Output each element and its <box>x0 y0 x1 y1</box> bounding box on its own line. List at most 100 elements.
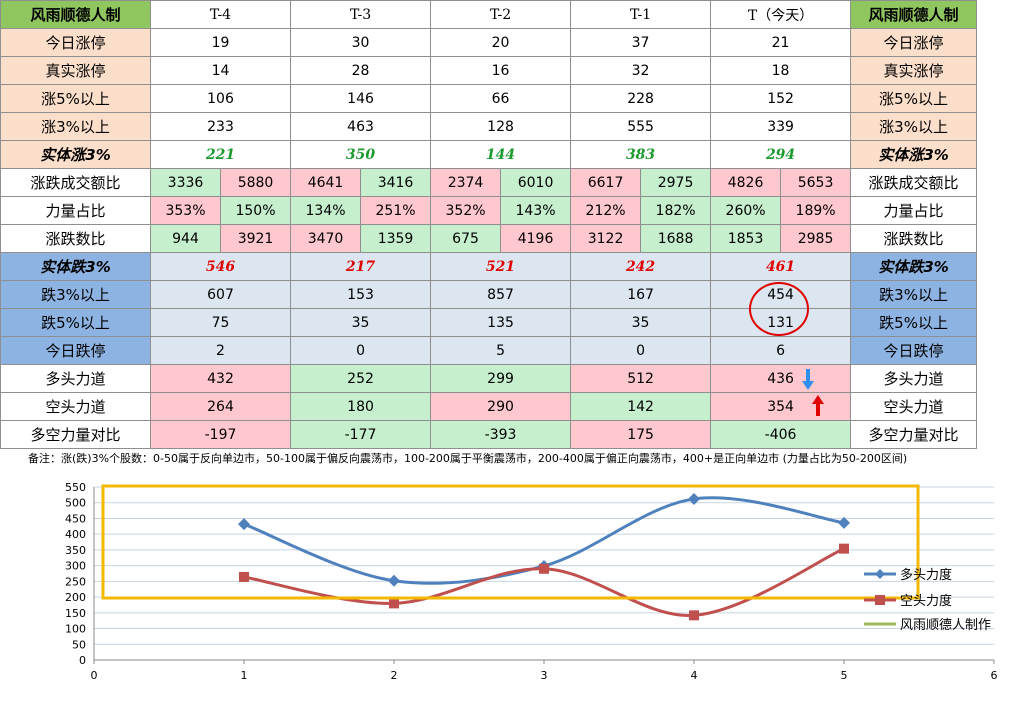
legend-diamond-marker <box>875 569 885 579</box>
value-cell: 5653 <box>780 168 852 197</box>
x-tick-label: 2 <box>391 669 398 682</box>
series-line-2 <box>243 547 845 617</box>
value-cell: 4196 <box>500 224 572 253</box>
row-label: 实体跌3% <box>0 252 151 281</box>
row-label: 涨3%以上 <box>850 112 978 141</box>
row-body-up3: 实体涨3% 221 350 144 383 294 实体涨3% <box>0 140 978 169</box>
row-label: 多空力量对比 <box>850 420 978 449</box>
square-marker <box>239 571 249 582</box>
y-tick-label: 550 <box>65 481 86 494</box>
value-cell: 152 <box>710 84 852 113</box>
row-label: 涨5%以上 <box>850 84 978 113</box>
row-label: 跌3%以上 <box>850 280 978 309</box>
line-chart: 0 50 100 150 200 250 300 350 400 450 500 550 0 1 2 3 4 5 6… <box>0 474 1009 699</box>
value-cell: 66 <box>430 84 572 113</box>
value-cell: 2985 <box>780 224 852 253</box>
x-tick-label: 0 <box>91 669 98 682</box>
chart-svg: 0 50 100 150 200 250 300 350 400 450 500 550 0 1 2 3 4 5 6… <box>65 481 998 682</box>
value-cell: 5 <box>430 336 572 365</box>
value-cell: 182% <box>640 196 712 225</box>
value-cell: 3122 <box>570 224 642 253</box>
row-up5: 涨5%以上 106 146 66 228 152 涨5%以上 <box>0 84 978 113</box>
value-cell: 2975 <box>640 168 712 197</box>
legend-label: 多头力度 <box>900 567 952 583</box>
y-tick-label: 450 <box>65 512 86 525</box>
value-cell: 1688 <box>640 224 712 253</box>
value-cell: 1853 <box>710 224 782 253</box>
highlight-circle <box>749 282 809 336</box>
value-cell: 106 <box>149 84 292 113</box>
value-cell: 3336 <box>150 168 221 197</box>
row-limit-down: 今日跌停 2 0 5 0 6 今日跌停 <box>0 336 978 365</box>
row-label: 实体涨3% <box>0 140 151 169</box>
column-header: T（今天） <box>710 0 852 29</box>
market-stats-table: 风雨顺德人制 T-4 T-3 T-2 T-1 T（今天） 风雨顺德人制 今日涨停 19 30 20 3… <box>0 0 978 449</box>
value-cell: 35 <box>570 308 712 337</box>
value-cell: 75 <box>149 308 292 337</box>
y-tick-label: 150 <box>65 607 86 620</box>
value-cell: 18 <box>710 56 852 85</box>
value-cell: 135 <box>430 308 572 337</box>
y-tick-label: 300 <box>65 560 86 573</box>
row-bull: 多头力道 432 252 299 512 436 多头力道 <box>0 364 978 393</box>
value-cell: 143% <box>500 196 572 225</box>
row-label: 涨跌成交额比 <box>0 168 151 197</box>
arrow-down-icon <box>802 369 814 390</box>
value-cell: 5880 <box>219 168 292 197</box>
value-cell: 16 <box>430 56 572 85</box>
y-tick-label: 250 <box>65 575 86 588</box>
legend-label: 风雨顺德人制作 <box>900 618 991 633</box>
value-cell: 607 <box>149 280 292 309</box>
row-label: 空头力道 <box>850 392 978 421</box>
row-turnover: 涨跌成交额比 3336 5880 4641 3416 2374 6010 6617 2975 48… <box>0 168 978 197</box>
row-label: 多头力道 <box>850 364 978 393</box>
footnote: 备注：涨(跌)3%个股数：0-50属于反向单边市，50-100属于偏反向震荡市，… <box>28 452 908 465</box>
value-cell: -197 <box>149 420 292 449</box>
row-label: 力量占比 <box>850 196 978 225</box>
diamond-marker <box>388 574 400 587</box>
value-cell: 6010 <box>500 168 572 197</box>
column-header: T-1 <box>570 0 712 29</box>
y-tick-label: 500 <box>65 497 86 510</box>
row-label: 跌5%以上 <box>850 308 978 337</box>
row-bear: 空头力道 264 180 290 142 354 空头力道 <box>0 392 978 421</box>
value-cell: 21 <box>710 28 852 57</box>
value-cell: 150% <box>219 196 292 225</box>
value-cell: 512 <box>570 364 712 393</box>
square-marker <box>539 563 549 574</box>
diamond-marker <box>688 492 700 505</box>
row-count: 涨跌数比 944 3921 3470 1359 675 4196 3122 1688 1853 29… <box>0 224 978 253</box>
value-cell: -177 <box>290 420 432 449</box>
row-label: 多头力道 <box>0 364 151 393</box>
value-cell: 6617 <box>570 168 642 197</box>
value-cell: 30 <box>290 28 432 57</box>
value-cell: 252 <box>290 364 432 393</box>
row-label: 实体跌3% <box>850 252 978 281</box>
value-cell: 432 <box>149 364 292 393</box>
value-cell: 28 <box>290 56 432 85</box>
value-cell: 461 <box>710 252 852 281</box>
value-cell: 167 <box>570 280 712 309</box>
row-label: 今日跌停 <box>850 336 978 365</box>
value-cell: 14 <box>149 56 292 85</box>
x-tick-label: 4 <box>691 669 698 682</box>
square-marker <box>839 543 849 554</box>
value-cell: 675 <box>430 224 502 253</box>
value-cell: 4641 <box>290 168 362 197</box>
diamond-marker <box>838 516 850 529</box>
value-cell: 144 <box>430 140 572 169</box>
value-cell: 212% <box>570 196 642 225</box>
highlight-box <box>101 484 920 600</box>
value-cell: 546 <box>149 252 292 281</box>
value-cell: 228 <box>570 84 712 113</box>
row-label: 跌3%以上 <box>0 280 151 309</box>
value-cell: 4826 <box>710 168 782 197</box>
value-cell: 352% <box>430 196 502 225</box>
value-cell: 142 <box>570 392 712 421</box>
value-cell: 20 <box>430 28 572 57</box>
x-tick-label: 6 <box>991 669 998 682</box>
value-cell: 3921 <box>219 224 292 253</box>
value-cell: 3470 <box>290 224 362 253</box>
row-label: 跌5%以上 <box>0 308 151 337</box>
row-label: 真实涨停 <box>0 56 151 85</box>
